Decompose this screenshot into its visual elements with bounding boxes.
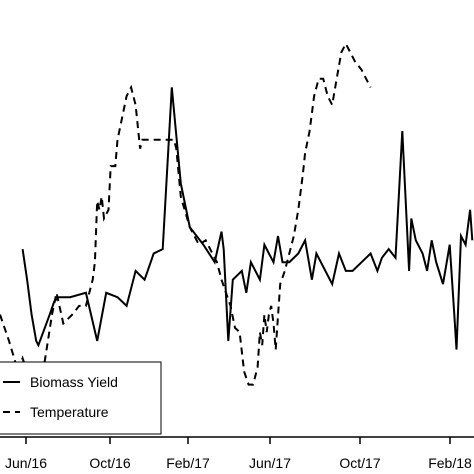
- x-tick-label: Feb/17: [166, 455, 210, 471]
- x-tick-label: Oct/17: [339, 455, 380, 471]
- x-tick-label: Jun/17: [249, 455, 291, 471]
- legend: Biomass Yield Temperature: [0, 361, 162, 435]
- x-tick-label: Feb/18: [428, 455, 472, 471]
- x-tick-label: Jun/16: [5, 455, 47, 471]
- legend-label-temperature: Temperature: [30, 404, 109, 420]
- x-axis-ticks: Jun/16 Oct/16 Feb/17 Jun/17 Oct/17 Feb/18: [5, 437, 472, 471]
- series-layer: [0, 41, 474, 396]
- legend-box: [0, 361, 162, 435]
- plot-area: Jun/16 Oct/16 Feb/17 Jun/17 Oct/17 Feb/18: [0, 41, 474, 471]
- series-line-biomass-yield: [21, 87, 474, 350]
- x-tick-label: Oct/16: [89, 455, 130, 471]
- series-line-temperature: [0, 41, 372, 396]
- legend-label-biomass-yield: Biomass Yield: [30, 374, 118, 390]
